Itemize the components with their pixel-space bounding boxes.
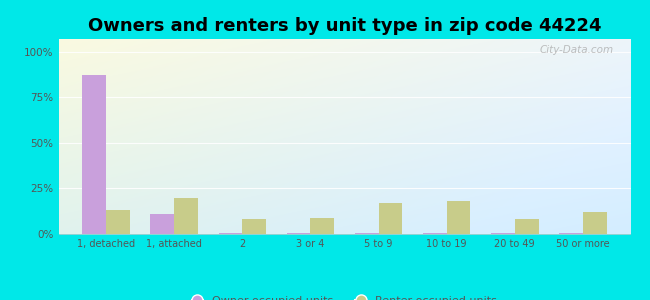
Bar	[106, 210, 130, 234]
Bar	[287, 233, 311, 234]
Bar	[218, 233, 242, 234]
Legend: Owner occupied units, Renter occupied units: Owner occupied units, Renter occupied un…	[187, 291, 502, 300]
Bar	[583, 212, 606, 234]
Bar	[491, 233, 515, 234]
Bar	[174, 198, 198, 234]
Bar	[559, 233, 583, 234]
Bar	[242, 219, 266, 234]
Bar	[311, 218, 334, 234]
Bar	[378, 203, 402, 234]
Bar	[447, 201, 471, 234]
Bar	[355, 233, 378, 234]
Bar	[150, 214, 174, 234]
Bar	[422, 233, 447, 234]
Title: Owners and renters by unit type in zip code 44224: Owners and renters by unit type in zip c…	[88, 17, 601, 35]
Bar	[83, 75, 106, 234]
Bar	[515, 219, 539, 234]
Text: City-Data.com: City-Data.com	[540, 45, 614, 55]
